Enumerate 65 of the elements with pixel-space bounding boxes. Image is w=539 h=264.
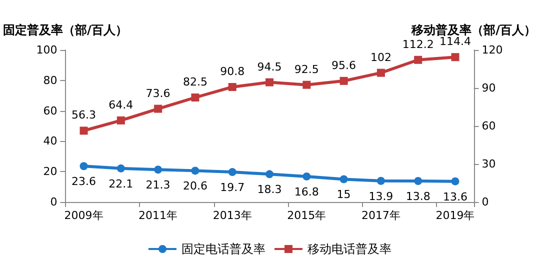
x-tick-label: 2013年 bbox=[212, 209, 252, 222]
point bbox=[266, 170, 274, 178]
point bbox=[340, 76, 348, 85]
x-tick-label: 2017年 bbox=[361, 209, 400, 222]
y-tick-label: 80 bbox=[43, 74, 58, 87]
data-label: 22.1 bbox=[108, 177, 134, 190]
data-label: 20.6 bbox=[182, 180, 208, 193]
y-axis-title: 固定普及率（部/百人） bbox=[2, 23, 128, 37]
point bbox=[154, 166, 162, 174]
y2-tick-label: 30 bbox=[482, 158, 496, 170]
point bbox=[191, 166, 200, 175]
data-label: 82.5 bbox=[182, 76, 208, 88]
point bbox=[451, 53, 460, 62]
point bbox=[191, 94, 200, 102]
data-label: 90.8 bbox=[220, 64, 245, 78]
y2-tick-label: 120 bbox=[482, 44, 503, 56]
data-label: 13.9 bbox=[368, 190, 394, 203]
legend-label: 固定电话普及率 bbox=[182, 242, 266, 256]
x-tick-label: 2011年 bbox=[138, 209, 178, 222]
data-label: 95.6 bbox=[332, 58, 356, 72]
y2-tick-label: 0 bbox=[482, 196, 489, 208]
y2-tick-label: 60 bbox=[482, 120, 496, 132]
point bbox=[154, 104, 162, 113]
data-label: 114.4 bbox=[439, 35, 471, 48]
point bbox=[228, 82, 236, 91]
point bbox=[414, 56, 422, 64]
data-label: 23.6 bbox=[72, 175, 96, 188]
y-tick-label: 60 bbox=[43, 104, 58, 118]
y-tick-label: 40 bbox=[43, 134, 58, 148]
data-label: 94.5 bbox=[257, 60, 282, 74]
legend-label: 移动电话普及率 bbox=[308, 242, 392, 256]
data-label: 21.3 bbox=[146, 178, 170, 192]
data-label: 15 bbox=[336, 188, 351, 202]
data-label: 18.3 bbox=[257, 183, 282, 196]
point bbox=[302, 80, 311, 89]
point bbox=[80, 162, 88, 170]
data-label: 73.6 bbox=[146, 86, 170, 100]
data-label: 13.6 bbox=[442, 190, 468, 204]
point bbox=[376, 68, 385, 77]
point bbox=[414, 177, 422, 186]
point bbox=[80, 126, 88, 135]
data-label: 19.7 bbox=[220, 181, 245, 194]
y2-tick-label: 90 bbox=[482, 82, 496, 94]
x-tick-label: 2015年 bbox=[287, 209, 326, 222]
data-label: 112.2 bbox=[402, 38, 434, 51]
point bbox=[266, 78, 274, 86]
y2-axis-title: 移动普及率（部/百人） bbox=[410, 23, 536, 37]
y-tick-label: 0 bbox=[50, 196, 58, 208]
x-tick-label: 2009年 bbox=[64, 209, 104, 222]
y-tick-label: 100 bbox=[36, 44, 58, 56]
point bbox=[302, 172, 311, 180]
point bbox=[340, 175, 348, 184]
point bbox=[376, 176, 385, 185]
y-tick-label: 20 bbox=[43, 165, 58, 178]
point bbox=[451, 177, 460, 186]
point bbox=[116, 164, 125, 172]
data-label: 64.4 bbox=[108, 98, 134, 112]
x-tick-label: 2019年 bbox=[436, 209, 475, 222]
data-label: 102 bbox=[370, 50, 392, 64]
data-label: 56.3 bbox=[72, 108, 96, 122]
point bbox=[228, 168, 236, 176]
point bbox=[116, 116, 125, 124]
data-label: 92.5 bbox=[294, 62, 319, 76]
data-label: 13.8 bbox=[406, 190, 430, 204]
data-label: 16.8 bbox=[294, 185, 319, 198]
